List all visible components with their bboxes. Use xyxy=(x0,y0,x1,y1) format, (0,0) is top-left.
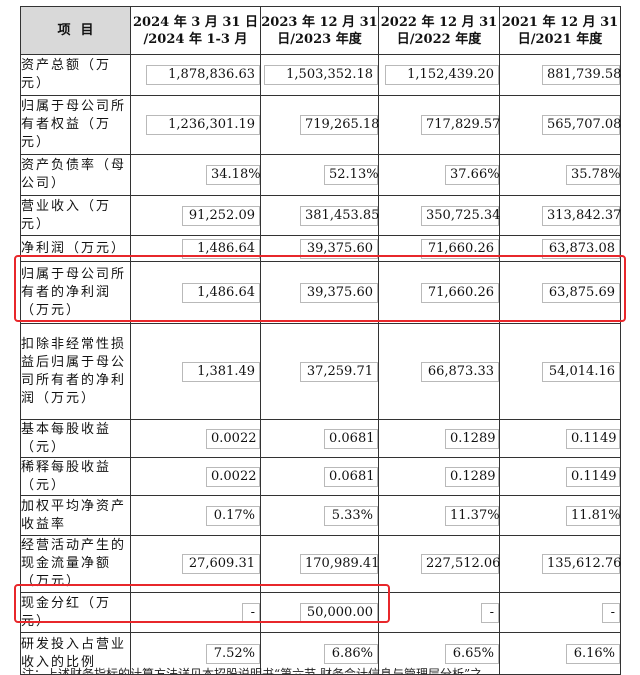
header-col-2023-line2: 日/2023 年度 xyxy=(277,31,362,47)
cell-value: 6.86% xyxy=(324,643,378,664)
row-label: 扣除非经常性损益后归属于母公司所有者的净利润（万元） xyxy=(20,323,131,420)
row-debt-ratio: 资产负债率（母公司） 34.18% 52.13% 37.66% 35.78% xyxy=(20,154,621,196)
cell-value: 0.0022 xyxy=(206,466,260,487)
row-deducted-net-profit: 扣除非经常性损益后归属于母公司所有者的净利润（万元） 1,381.49 37,2… xyxy=(20,323,621,420)
header-col-2022-line1: 2022 年 12 月 31 xyxy=(380,14,498,30)
row-total-assets: 资产总额（万元） 1,878,836.63 1,503,352.18 1,152… xyxy=(20,54,621,96)
header-col-2022-line2: 日/2022 年度 xyxy=(396,31,482,47)
cell-value: 1,236,301.19 xyxy=(146,115,260,135)
footnote: 注：上述财务指标的计算方法详见本招股说明书“第六节 财务会计信息与管理层分析”之 xyxy=(22,667,483,674)
cell-value: 1,381.49 xyxy=(182,361,260,382)
cell-value: 63,873.08 xyxy=(542,238,620,259)
cell-value: 1,503,352.18 xyxy=(264,65,378,85)
cell-value: 39,375.60 xyxy=(300,238,378,259)
cell-value: - xyxy=(481,602,499,623)
header-col-2023-line1: 2023 年 12 月 31 xyxy=(261,14,378,30)
cell-value: 0.0681 xyxy=(324,428,378,449)
cell-value: 0.1289 xyxy=(445,428,499,449)
cell-value: 350,725.34 xyxy=(421,205,500,226)
cell-value: 11.81% xyxy=(566,505,621,526)
row-roe: 加权平均净资产收益率 0.17% 5.33% 11.37% 11.81% xyxy=(20,495,621,536)
cell-value: 1,486.64 xyxy=(182,238,260,259)
cell-value: 227,512.06 xyxy=(421,554,500,574)
row-label: 营业收入（万元） xyxy=(20,195,131,236)
cell-value: 0.0022 xyxy=(206,428,260,449)
cell-value: 717,829.57 xyxy=(421,115,500,135)
row-label: 归属于母公司所有者权益（万元） xyxy=(20,95,131,155)
row-net-profit: 净利润（万元） 1,486.64 39,375.60 71,660.26 63,… xyxy=(20,235,621,262)
cell-value: 35.78% xyxy=(566,165,621,185)
header-row: 项目 2024 年 3 月 31 日/2024 年 1-3 月 2023 年 1… xyxy=(20,6,621,55)
cell-value: 63,875.69 xyxy=(542,282,620,303)
cell-value: 0.1289 xyxy=(445,466,499,487)
header-col-2022: 2022 年 12 月 31 日/2022 年度 xyxy=(378,6,500,55)
cell-value: 1,878,836.63 xyxy=(146,65,260,85)
cell-value: 66,873.33 xyxy=(421,361,499,382)
header-item: 项目 xyxy=(20,6,131,55)
row-label: 资产总额（万元） xyxy=(20,54,131,96)
cell-value: 71,660.26 xyxy=(421,238,499,259)
cell-value: 170,989.41 xyxy=(300,554,379,574)
cell-value: 11.37% xyxy=(445,505,500,526)
row-parent-equity: 归属于母公司所有者权益（万元） 1,236,301.19 719,265.18 … xyxy=(20,95,621,155)
header-col-2024q1-line2: /2024 年 1-3 月 xyxy=(143,31,248,47)
cell-value: 91,252.09 xyxy=(182,205,260,226)
cell-value: 135,612.76 xyxy=(542,554,621,574)
cell-value: 34.18% xyxy=(206,165,261,185)
header-item-label: 项目 xyxy=(57,23,104,38)
cell-value: 37,259.71 xyxy=(300,361,378,382)
row-label: 资产负债率（母公司） xyxy=(20,154,131,196)
cell-value: 71,660.26 xyxy=(421,282,499,303)
row-cash-dividend: 现金分红（万元） - 50,000.00 - - xyxy=(20,592,621,633)
highlight-box-cash-dividend xyxy=(14,584,390,623)
cell-value: 39,375.60 xyxy=(300,282,378,303)
cell-value: 0.1149 xyxy=(566,466,620,487)
row-label: 净利润（万元） xyxy=(20,235,131,262)
cell-value: 52.13% xyxy=(324,165,379,185)
header-col-2021-line1: 2021 年 12 月 31 xyxy=(501,14,619,30)
header-col-2024q1-line1: 2024 年 3 月 31 日 xyxy=(133,14,258,30)
cell-value: 1,152,439.20 xyxy=(385,65,499,85)
row-label: 现金分红（万元） xyxy=(20,592,131,633)
cell-value: 6.16% xyxy=(566,643,620,664)
row-operating-cash-flow: 经营活动产生的现金流量净额（万元） 27,609.31 170,989.41 2… xyxy=(20,535,621,593)
cell-value: 0.17% xyxy=(206,505,260,526)
cell-value: 7.52% xyxy=(206,643,260,664)
cell-value: 313,842.37 xyxy=(542,205,621,226)
cell-value: 381,453.85 xyxy=(300,205,379,226)
financial-table: 项目 2024 年 3 月 31 日/2024 年 1-3 月 2023 年 1… xyxy=(20,6,621,675)
row-label: 加权平均净资产收益率 xyxy=(20,495,131,536)
row-label: 研发投入占营业收入的比例 xyxy=(20,632,131,675)
row-revenue: 营业收入（万元） 91,252.09 381,453.85 350,725.34… xyxy=(20,195,621,236)
header-col-2024q1: 2024 年 3 月 31 日/2024 年 1-3 月 xyxy=(130,6,261,55)
row-label: 稀释每股收益（元） xyxy=(20,457,131,496)
cell-value: 27,609.31 xyxy=(182,554,260,574)
row-basic-eps: 基本每股收益（元） 0.0022 0.0681 0.1289 0.1149 xyxy=(20,419,621,458)
cell-value: 54,014.16 xyxy=(542,361,620,382)
header-col-2021-line2: 日/2021 年度 xyxy=(517,31,603,47)
row-diluted-eps: 稀释每股收益（元） 0.0022 0.0681 0.1289 0.1149 xyxy=(20,457,621,496)
cell-value: 6.65% xyxy=(445,643,499,664)
cell-value: 565,707.08 xyxy=(542,115,621,135)
header-col-2023: 2023 年 12 月 31 日/2023 年度 xyxy=(260,6,379,55)
cell-value: 37.66% xyxy=(445,165,500,185)
cell-value: 1,486.64 xyxy=(182,282,260,303)
header-col-2021: 2021 年 12 月 31 日/2021 年度 xyxy=(499,6,621,55)
cell-value: 5.33% xyxy=(324,505,378,526)
cell-value: - xyxy=(602,602,620,623)
row-label: 归属于母公司所有者的净利润（万元） xyxy=(20,261,131,324)
highlight-box-parent-net-profit xyxy=(14,255,626,322)
row-label: 基本每股收益（元） xyxy=(20,419,131,458)
cell-value: 0.1149 xyxy=(566,428,620,449)
cell-value: 719,265.18 xyxy=(300,115,379,135)
cell-value: 0.0681 xyxy=(324,466,378,487)
cell-value: 881,739.58 xyxy=(542,65,621,85)
